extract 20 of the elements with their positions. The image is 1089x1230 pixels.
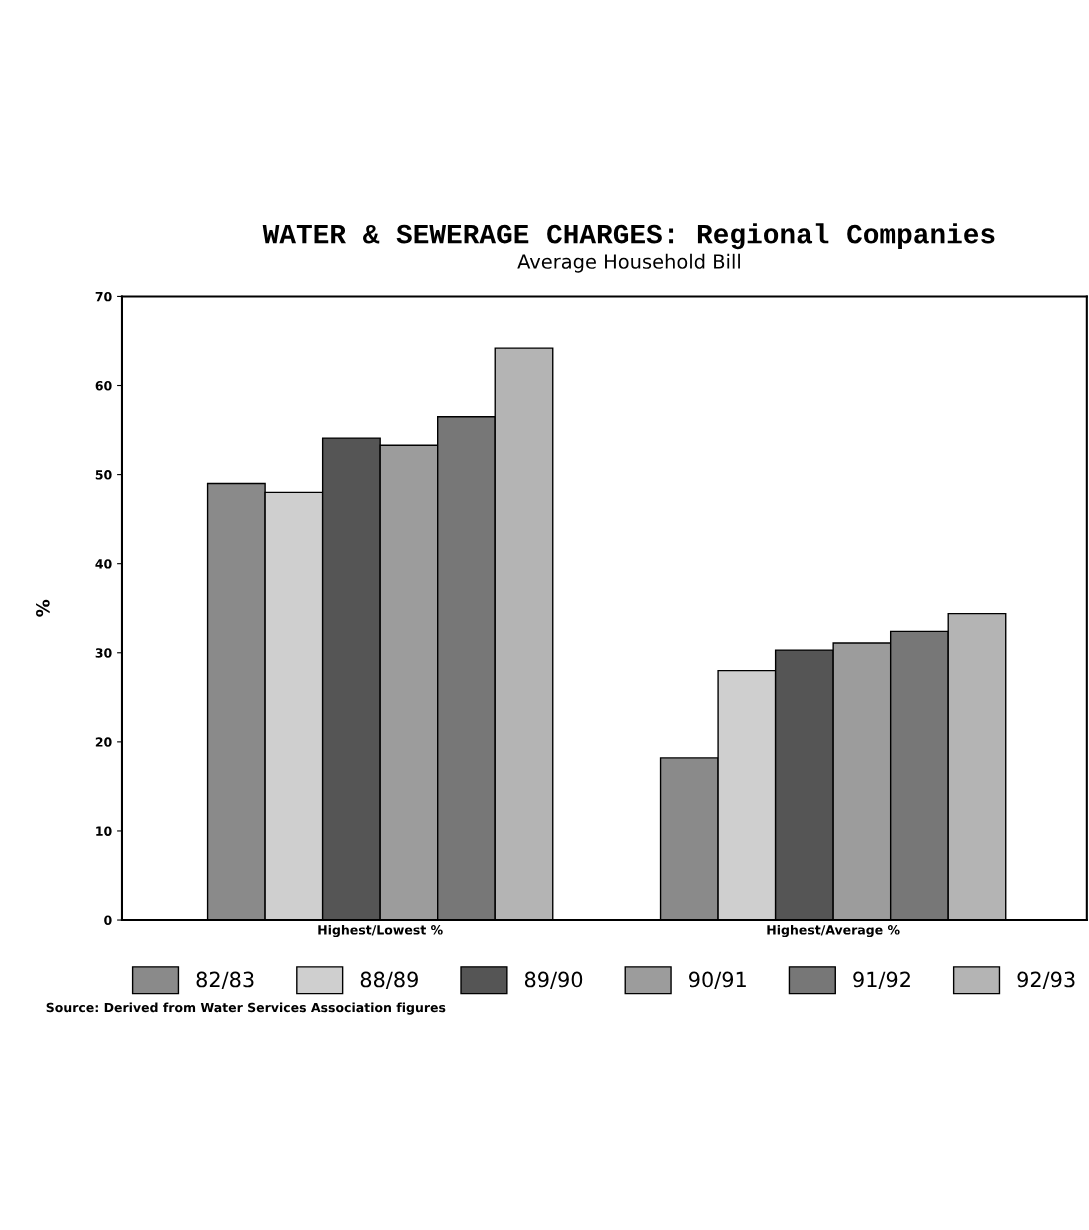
legend-label: 89/90	[524, 971, 583, 989]
legend-label: 90/91	[689, 971, 746, 989]
y-tick-label: 10	[96, 826, 112, 836]
y-tick-label: 30	[95, 648, 112, 658]
legend-label: 92/93	[1017, 971, 1075, 989]
legend-label: 88/89	[360, 971, 418, 989]
y-axis-title: %	[36, 599, 50, 617]
x-tick-label: Highest/Average %	[767, 924, 900, 938]
legend-label: 91/92	[853, 971, 910, 989]
y-tick-label: 50	[95, 470, 112, 480]
chart-title: WATER & SEWERAGE CHARGES: Regional Companies	[262, 223, 995, 250]
y-tick-label: 60	[95, 380, 112, 391]
y-tick-label: 40	[95, 559, 112, 569]
chart-subtitle: Average Household Bill	[517, 253, 740, 273]
source-note: Source: Derived from Water Services Association figures	[46, 1002, 446, 1015]
y-tick-label: 20	[95, 737, 112, 747]
x-tick-label: Highest/Lowest %	[318, 924, 443, 938]
y-tick-label: 70	[95, 291, 112, 302]
y-tick-label: 0	[104, 915, 112, 925]
legend-label: 82/83	[196, 971, 254, 989]
